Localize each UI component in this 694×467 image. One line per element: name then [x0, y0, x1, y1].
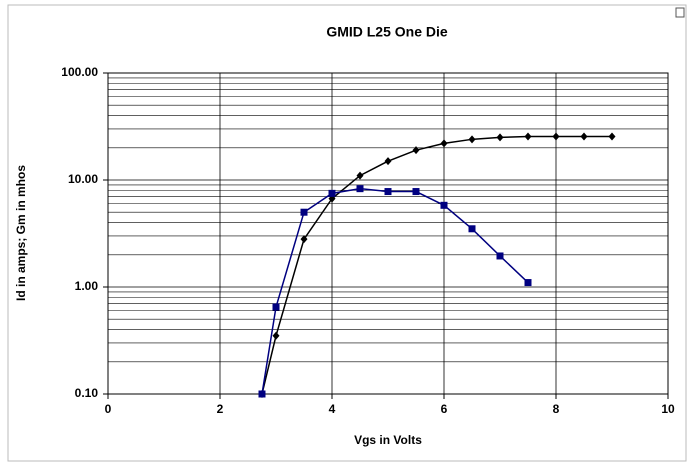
chart-title: GMID L25 One Die — [326, 24, 448, 40]
marker — [580, 132, 588, 141]
x-tick-label: 8 — [553, 402, 560, 416]
marker — [496, 252, 504, 260]
marker — [440, 139, 448, 148]
plot-border — [107, 72, 669, 395]
marker — [412, 146, 420, 155]
marker — [300, 235, 308, 244]
y-tick-label: 0.10 — [75, 386, 99, 400]
marker — [468, 225, 476, 233]
marker — [384, 157, 392, 166]
marker — [412, 188, 420, 196]
marker — [440, 201, 448, 209]
y-tick-label: 1.00 — [75, 279, 99, 293]
marker — [258, 390, 266, 398]
marker — [468, 135, 476, 144]
plot-area — [108, 73, 668, 394]
marker — [356, 171, 364, 180]
x-tick-label: 2 — [217, 402, 224, 416]
marker — [552, 132, 560, 141]
x-tick-label: 0 — [105, 402, 112, 416]
marker — [272, 303, 280, 311]
y-axis-label: Id in amps; Gm in mhos — [14, 165, 28, 301]
x-axis-label: Vgs in Volts — [354, 433, 422, 447]
marker — [608, 132, 616, 141]
marker — [328, 189, 336, 197]
x-tick-label: 10 — [661, 402, 675, 416]
marker — [384, 188, 392, 196]
y-tick-label: 100.00 — [61, 65, 98, 79]
x-tick-label: 4 — [329, 402, 336, 416]
x-tick-label: 6 — [441, 402, 448, 416]
marker — [524, 132, 532, 141]
series-line — [261, 135, 612, 395]
marker — [524, 279, 532, 287]
corner-icon — [675, 7, 685, 18]
marker — [272, 331, 280, 340]
y-tick-label: 10.00 — [68, 172, 98, 186]
marker — [496, 133, 504, 142]
marker — [356, 185, 364, 193]
marker — [300, 208, 308, 216]
